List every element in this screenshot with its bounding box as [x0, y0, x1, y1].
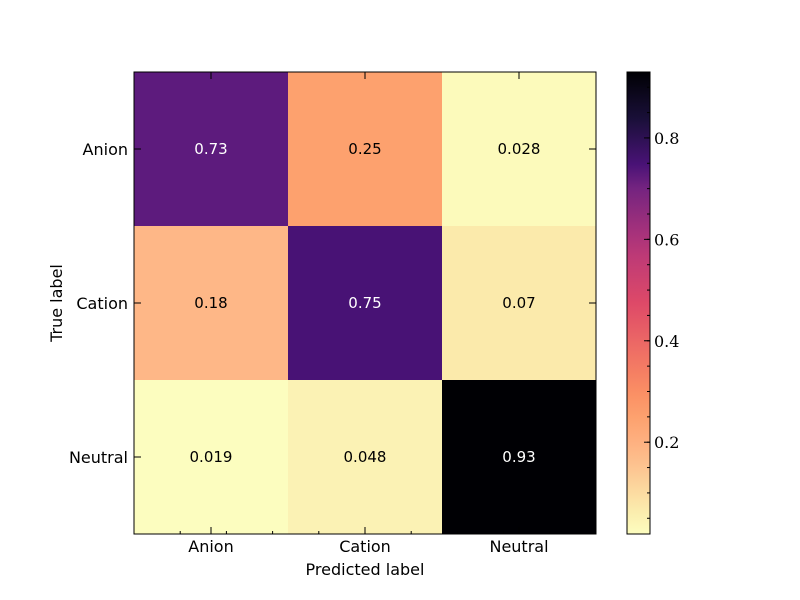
- y-axis: Anion Cation Neutral: [69, 140, 596, 467]
- colorbar-frame: [626, 71, 651, 535]
- heatmap-cell: [442, 72, 596, 226]
- colorbar-gradient: [627, 72, 650, 534]
- x-axis: Anion Cation Neutral: [179, 72, 551, 556]
- colorbar-tick-label: 0.2: [654, 433, 679, 452]
- heatmap-cell: [134, 226, 288, 380]
- heatmap-cell: [288, 380, 442, 534]
- cell-value-label: 0.73: [194, 140, 227, 158]
- cell-value-label: 0.07: [502, 294, 535, 312]
- cell-value-label: 0.75: [348, 294, 381, 312]
- cell-value-label: 0.019: [190, 448, 233, 466]
- cell-value-label: 0.25: [348, 140, 381, 158]
- colorbar-tick-label: 0.8: [654, 129, 679, 148]
- heatmap-cell: [442, 226, 596, 380]
- heatmap-cell: [134, 380, 288, 534]
- y-axis-title: True label: [47, 264, 66, 343]
- x-tick-label: Cation: [339, 537, 391, 556]
- y-tick-label: Cation: [76, 294, 128, 313]
- heatmap-cell: [288, 72, 442, 226]
- cell-value-label: 0.048: [344, 448, 387, 466]
- heatmap-cell: [442, 380, 596, 534]
- x-tick-label: Anion: [188, 537, 233, 556]
- heatmap-cell: [288, 226, 442, 380]
- y-tick-label: Anion: [83, 140, 128, 159]
- heatmap-cell: [134, 72, 288, 226]
- x-tick-label: Neutral: [489, 537, 548, 556]
- cell-value-label: 0.028: [498, 140, 541, 158]
- heatmap-cells: 0.73 0.25 0.028 0.18 0.75 0.07 0.019 0.048 0.93: [134, 72, 596, 534]
- colorbar-tick-label: 0.6: [654, 230, 679, 249]
- cell-value-label: 0.18: [194, 294, 227, 312]
- y-tick-label: Neutral: [69, 448, 128, 467]
- colorbar-tick-label: 0.4: [654, 332, 679, 351]
- x-axis-title: Predicted label: [306, 560, 425, 579]
- cell-value-label: 0.93: [502, 448, 535, 466]
- colorbar: 0.2 0.4 0.6 0.8: [626, 71, 679, 535]
